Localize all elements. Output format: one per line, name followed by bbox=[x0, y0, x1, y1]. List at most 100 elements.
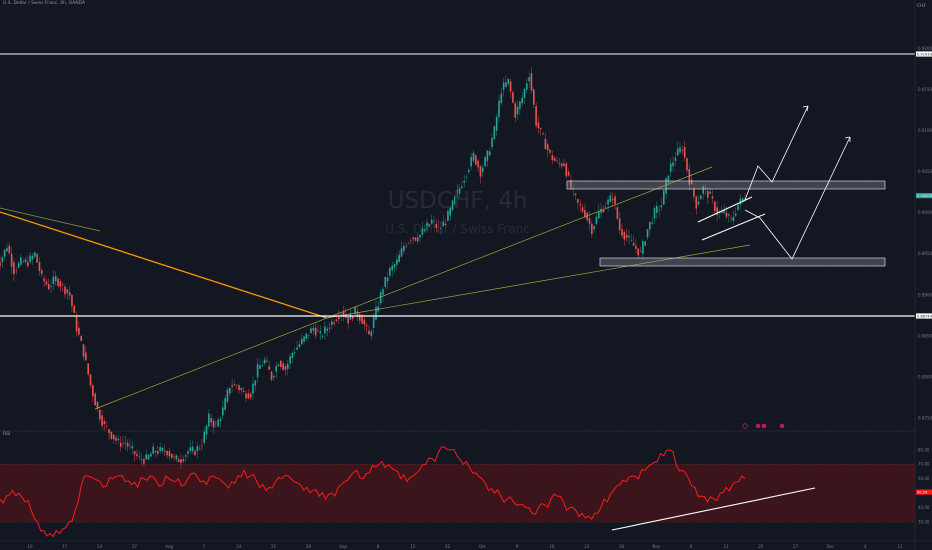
candle-body bbox=[157, 451, 159, 454]
time-tick-label: 30 bbox=[619, 544, 625, 549]
candle-body bbox=[286, 363, 289, 369]
price-axis[interactable] bbox=[915, 0, 932, 550]
event-marker[interactable] bbox=[779, 423, 785, 429]
candle-body bbox=[240, 388, 243, 391]
event-marker[interactable] bbox=[742, 423, 748, 429]
candle-body bbox=[591, 223, 593, 235]
candle-body bbox=[421, 228, 424, 235]
yellow-trendline-lower[interactable] bbox=[326, 244, 751, 319]
candle-body bbox=[544, 138, 547, 150]
candle-body bbox=[96, 401, 99, 409]
candle-body bbox=[10, 253, 13, 267]
candle-body bbox=[565, 163, 568, 177]
candle-body bbox=[342, 311, 345, 317]
candle-body bbox=[593, 226, 595, 230]
candle-body bbox=[3, 249, 6, 257]
candle-body bbox=[15, 270, 18, 271]
event-marker[interactable] bbox=[755, 423, 761, 429]
event-markers[interactable] bbox=[742, 423, 785, 429]
time-axis[interactable]: 10 17 24 27 Aug 7 14 21 28 Sep 8 15 22 Oct 9 16 23 30 Nov 6… bbox=[27, 544, 903, 549]
candle-body bbox=[138, 456, 141, 458]
candle-body bbox=[57, 278, 59, 286]
channel-lower-line[interactable] bbox=[701, 213, 766, 241]
candle-body bbox=[29, 255, 31, 263]
candle-body bbox=[414, 237, 417, 241]
price-tick-label: 0.92000 bbox=[918, 46, 932, 51]
symbol-header[interactable]: U.S. Dollar / Swiss Franc, 4h, OANDA bbox=[3, 1, 86, 6]
candle-body bbox=[672, 162, 674, 167]
time-tick-label: 28 bbox=[306, 544, 312, 549]
candle-body bbox=[80, 336, 83, 342]
candle-body bbox=[570, 179, 572, 189]
candle-body bbox=[136, 453, 138, 457]
candle-body bbox=[623, 231, 626, 240]
candle-body bbox=[338, 316, 340, 320]
candle-body bbox=[707, 190, 709, 198]
candle-body bbox=[231, 385, 233, 387]
candle-body bbox=[382, 289, 384, 295]
candle-body bbox=[87, 363, 89, 375]
resistance-zone[interactable] bbox=[566, 180, 886, 190]
candle-body bbox=[639, 251, 642, 252]
candle-body bbox=[723, 210, 725, 213]
candle-body bbox=[17, 263, 20, 268]
candle-body bbox=[319, 331, 322, 334]
candle-body bbox=[604, 206, 607, 208]
projection-path-bearish-then-bullish[interactable] bbox=[744, 136, 851, 260]
rsi-pane-label[interactable]: RSI bbox=[3, 432, 11, 437]
grid bbox=[0, 48, 915, 419]
candle-body bbox=[184, 455, 187, 457]
candle-body bbox=[217, 419, 219, 427]
candle-body bbox=[1, 257, 4, 263]
candle-body bbox=[205, 425, 208, 435]
candle-body bbox=[389, 267, 391, 276]
candle-body bbox=[22, 261, 25, 263]
candle-body bbox=[175, 455, 178, 460]
rsi-trendline[interactable] bbox=[611, 487, 816, 531]
candle-body bbox=[530, 73, 533, 91]
candle-body bbox=[326, 328, 329, 331]
candle-body bbox=[312, 327, 315, 331]
candle-body bbox=[266, 360, 268, 362]
candle-body bbox=[560, 163, 563, 167]
drawings[interactable] bbox=[0, 53, 915, 531]
candle-body bbox=[679, 147, 681, 153]
candle-body bbox=[103, 420, 106, 425]
green-trendline[interactable] bbox=[0, 207, 101, 232]
candle-body bbox=[280, 360, 282, 367]
time-tick-label: 9 bbox=[516, 544, 519, 549]
time-tick-label: 24 bbox=[97, 544, 103, 549]
candle-body bbox=[667, 175, 670, 183]
candle-body bbox=[310, 328, 312, 334]
candle-body bbox=[198, 447, 201, 449]
candle-body bbox=[168, 451, 171, 457]
yellow-trendline-upper[interactable] bbox=[94, 166, 713, 410]
candle-body bbox=[644, 241, 647, 246]
candle-body bbox=[85, 352, 87, 361]
candle-body bbox=[405, 245, 407, 247]
candle-body bbox=[500, 93, 503, 104]
candle-body bbox=[259, 365, 261, 369]
candle-body bbox=[38, 262, 41, 272]
event-marker[interactable] bbox=[761, 423, 767, 429]
projection-path-bullish[interactable] bbox=[744, 105, 809, 201]
price-tag-bg bbox=[916, 313, 932, 319]
candle-body bbox=[235, 385, 238, 386]
rsi-tick-label: 30.00 bbox=[918, 519, 930, 524]
candle-body bbox=[426, 222, 428, 230]
candle-body bbox=[52, 276, 55, 285]
orange-trendline[interactable] bbox=[0, 211, 328, 319]
candle-body bbox=[40, 270, 43, 275]
candle-body bbox=[709, 191, 711, 194]
price-tag-bg bbox=[916, 193, 932, 199]
price-tag: 0.91933 bbox=[916, 51, 932, 57]
candle-body bbox=[656, 206, 658, 213]
time-tick-label: Sep bbox=[339, 544, 347, 549]
candle-body bbox=[361, 316, 363, 324]
candle-body bbox=[143, 459, 145, 464]
channel-upper-line[interactable] bbox=[697, 196, 753, 223]
candle-body bbox=[451, 200, 454, 211]
support-zone[interactable] bbox=[599, 257, 886, 267]
